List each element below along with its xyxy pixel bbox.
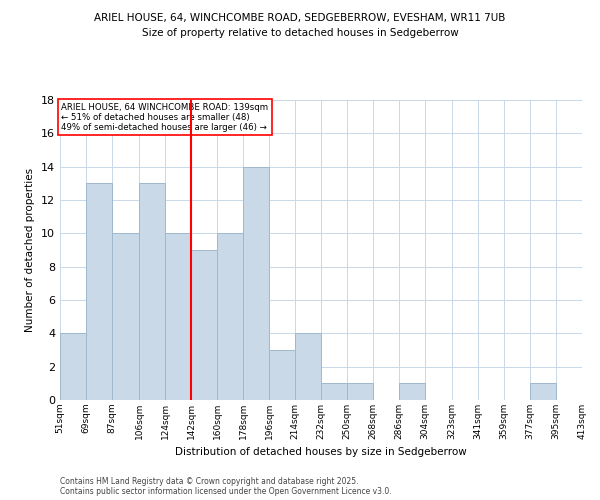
Bar [347, 384, 373, 400]
Bar [217, 234, 243, 400]
Bar [530, 384, 556, 400]
Text: Contains HM Land Registry data © Crown copyright and database right 2025.: Contains HM Land Registry data © Crown c… [60, 478, 359, 486]
Bar [243, 166, 269, 400]
Text: ARIEL HOUSE, 64 WINCHCOMBE ROAD: 139sqm
← 51% of detached houses are smaller (48: ARIEL HOUSE, 64 WINCHCOMBE ROAD: 139sqm … [61, 102, 269, 132]
Bar [86, 184, 112, 400]
X-axis label: Distribution of detached houses by size in Sedgeberrow: Distribution of detached houses by size … [175, 448, 467, 458]
Bar [321, 384, 347, 400]
Y-axis label: Number of detached properties: Number of detached properties [25, 168, 35, 332]
Bar [191, 250, 217, 400]
Bar [139, 184, 165, 400]
Bar [295, 334, 321, 400]
Bar [112, 234, 139, 400]
Bar [399, 384, 425, 400]
Text: Size of property relative to detached houses in Sedgeberrow: Size of property relative to detached ho… [142, 28, 458, 38]
Bar [60, 334, 86, 400]
Text: ARIEL HOUSE, 64, WINCHCOMBE ROAD, SEDGEBERROW, EVESHAM, WR11 7UB: ARIEL HOUSE, 64, WINCHCOMBE ROAD, SEDGEB… [94, 12, 506, 22]
Bar [165, 234, 191, 400]
Bar [269, 350, 295, 400]
Text: Contains public sector information licensed under the Open Government Licence v3: Contains public sector information licen… [60, 488, 392, 496]
